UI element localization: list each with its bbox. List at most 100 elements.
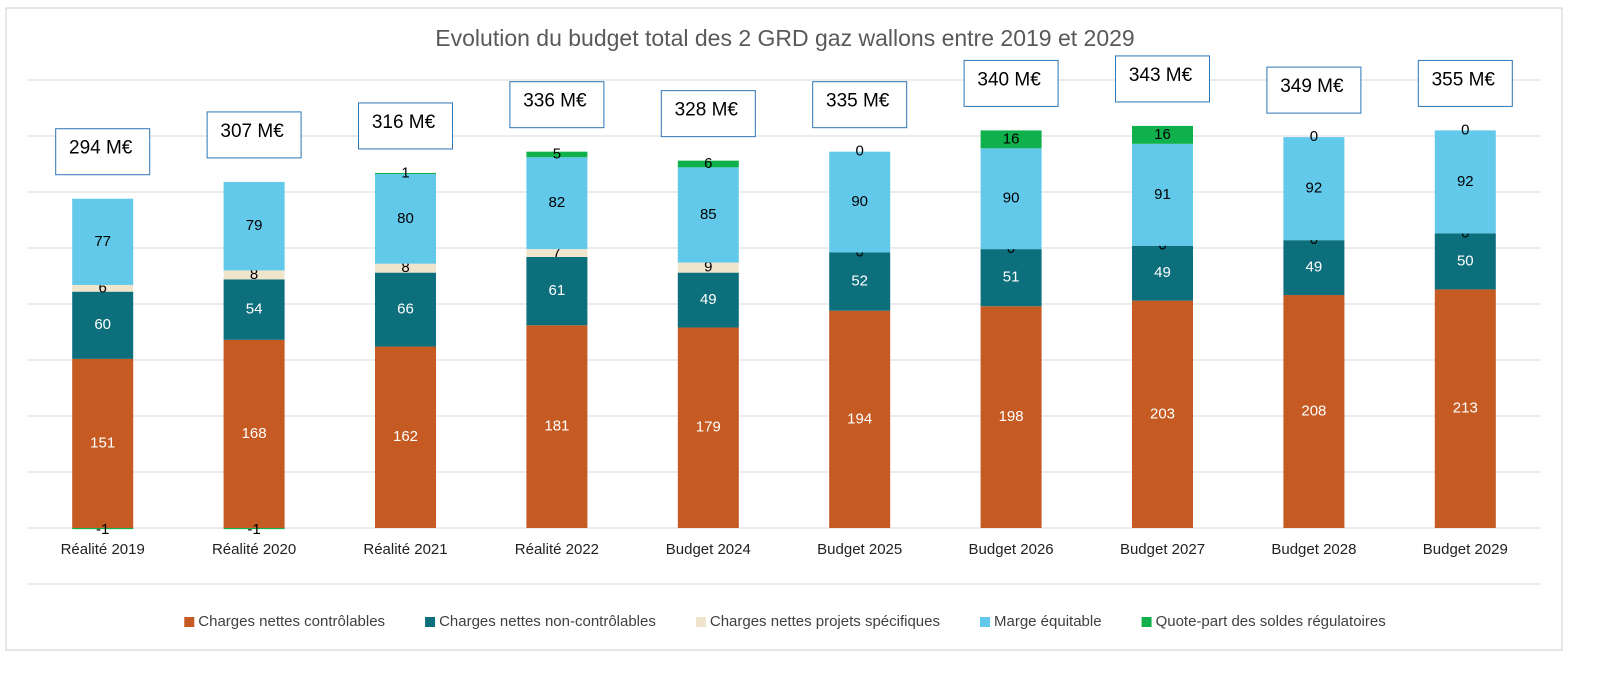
legend-label: Charges nettes projets spécifiques [710, 613, 940, 630]
total-box [963, 59, 1059, 107]
bar-segment [526, 249, 588, 257]
total-label: 294 M€ [69, 138, 133, 159]
data-label: 6 [99, 279, 107, 296]
bar-segment [72, 198, 134, 285]
data-label: 5 [553, 145, 561, 162]
bar-segment [72, 358, 134, 528]
data-label: 60 [94, 316, 111, 333]
data-label: 49 [1154, 264, 1171, 281]
data-label: 80 [397, 210, 414, 227]
legend-label: Charges nettes non-contrôlables [439, 613, 656, 630]
data-label: 168 [242, 425, 267, 442]
data-label: 92 [1457, 173, 1474, 190]
x-tick-label: Budget 2026 [969, 541, 1054, 558]
bar-segment [223, 339, 285, 528]
bar-segment [1434, 130, 1496, 234]
bar-segment [1132, 143, 1193, 246]
data-label: 162 [393, 428, 418, 445]
data-label: 91 [1154, 186, 1171, 203]
bar-segment [1283, 295, 1345, 528]
total-label: 316 M€ [372, 112, 436, 133]
data-label: 79 [246, 217, 263, 234]
x-tick-label: Réalité 2021 [363, 541, 447, 558]
bar-segment [72, 528, 134, 530]
data-label: 151 [90, 434, 115, 451]
data-label: 0 [1461, 121, 1469, 138]
data-label: 82 [549, 194, 566, 211]
bar-segment [829, 310, 891, 528]
total-box [1417, 59, 1513, 107]
legend-label: Quote-part des soldes régulatoires [1156, 613, 1386, 630]
total-label: 307 M€ [220, 121, 284, 142]
data-label: 181 [544, 418, 569, 435]
legend-label: Charges nettes contrôlables [198, 613, 385, 630]
bar-segment [526, 256, 588, 326]
bar-segment [980, 306, 1042, 528]
data-label: 6 [704, 155, 712, 172]
bar-segment [375, 174, 436, 264]
data-label: 61 [549, 282, 566, 299]
data-label: 92 [1306, 180, 1323, 197]
total-box [812, 81, 908, 129]
chart-title: Evolution du budget total des 2 GRD gaz … [435, 25, 1134, 51]
data-label: 8 [250, 266, 258, 283]
bar-segment [223, 279, 285, 340]
total-label: 335 M€ [826, 91, 890, 112]
data-label: 50 [1457, 252, 1474, 269]
data-label: 9 [704, 259, 712, 276]
total-box [509, 81, 605, 129]
data-label: 203 [1150, 405, 1175, 422]
bar-segment [375, 263, 436, 273]
data-label: 16 [1154, 126, 1171, 143]
data-label: 52 [851, 273, 868, 290]
total-label: 355 M€ [1432, 69, 1496, 90]
total-label: 343 M€ [1129, 65, 1193, 86]
bar-segment [72, 284, 134, 292]
bar-segment [1132, 125, 1193, 144]
data-label: 51 [1003, 269, 1020, 286]
x-tick-label: Budget 2028 [1271, 541, 1356, 558]
legend-swatch [695, 617, 706, 627]
total-label: 336 M€ [523, 91, 587, 112]
data-label: 54 [246, 301, 263, 318]
data-label: 77 [94, 233, 111, 250]
bar-segment [980, 249, 1042, 307]
data-label: 66 [397, 301, 414, 318]
total-label: 349 M€ [1280, 76, 1344, 97]
data-label: 0 [856, 143, 864, 160]
bar-segment [1283, 240, 1345, 296]
bar-segment [72, 291, 134, 359]
bar-segment [829, 252, 891, 311]
x-tick-label: Réalité 2022 [515, 541, 599, 558]
total-box [1266, 66, 1362, 114]
bar-segment [526, 325, 588, 528]
bar-segment [375, 172, 436, 175]
legend-swatch [425, 617, 436, 627]
bar-segment [1132, 300, 1193, 528]
data-label: 16 [1003, 130, 1020, 147]
bar-segment [677, 167, 739, 263]
bar-segment [829, 151, 891, 253]
x-tick-label: Budget 2025 [817, 541, 902, 558]
x-tick-label: Réalité 2020 [212, 541, 296, 558]
data-label: 49 [700, 291, 717, 308]
total-box [1115, 55, 1210, 103]
total-label: 340 M€ [977, 69, 1041, 90]
x-tick-label: Budget 2029 [1423, 541, 1508, 558]
bar-segment [1132, 245, 1193, 301]
bar-segment [223, 528, 285, 530]
x-tick-label: Réalité 2019 [61, 541, 145, 558]
bar-segment [526, 157, 588, 250]
data-label: 90 [851, 193, 868, 210]
bar-segment [526, 151, 588, 158]
legend-label: Marge équitable [994, 613, 1102, 630]
legend-swatch [980, 617, 990, 627]
bar-segment [677, 327, 739, 528]
bar-segment [375, 346, 436, 528]
data-label: 179 [696, 419, 721, 436]
legend-swatch [1141, 617, 1152, 627]
total-box [55, 128, 151, 176]
data-label: 208 [1301, 402, 1326, 419]
x-tick-label: Budget 2027 [1120, 541, 1205, 558]
